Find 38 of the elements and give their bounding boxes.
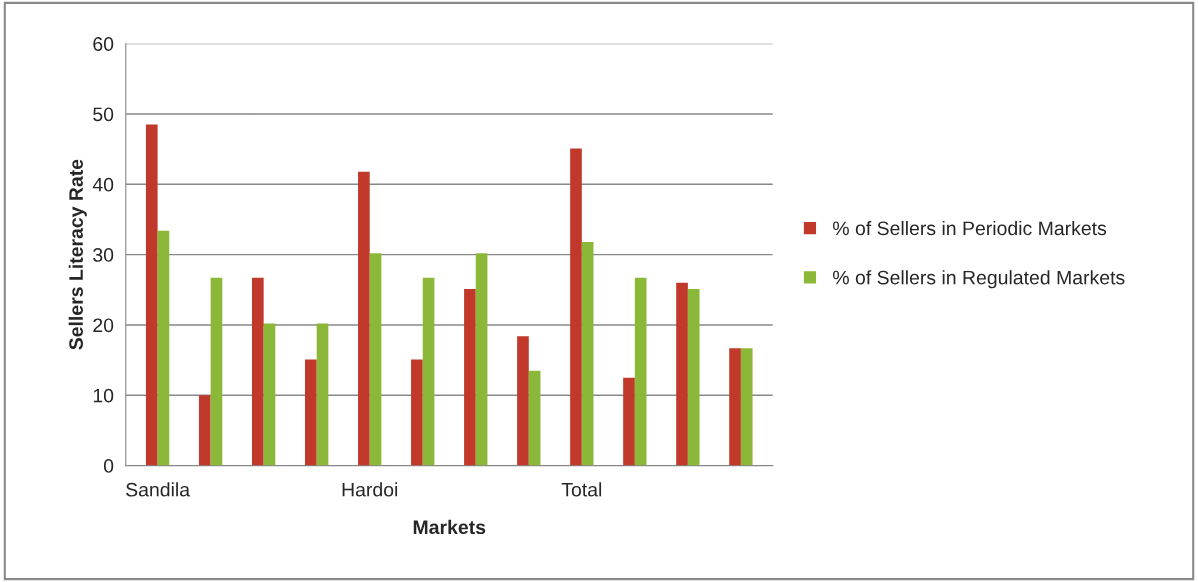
x-axis-title: Markets: [413, 519, 486, 535]
bar: [422, 277, 435, 466]
y-tick-label: 0: [103, 459, 114, 473]
bar: [198, 395, 211, 466]
bar: [581, 241, 594, 466]
bar: [411, 359, 423, 466]
bar: [623, 377, 635, 466]
bar: [729, 348, 741, 466]
bar: [369, 253, 382, 466]
bar: [464, 289, 476, 466]
bar: [316, 323, 329, 466]
bar: [157, 230, 170, 466]
y-tick-label: 30: [93, 248, 114, 262]
bar: [687, 289, 700, 466]
bar: [145, 124, 158, 466]
bar: [634, 277, 647, 466]
bar: [570, 148, 582, 466]
y-tick-label: 60: [93, 37, 114, 51]
bar: [210, 277, 223, 466]
bar: [517, 336, 529, 466]
y-tick-label: 40: [92, 177, 114, 192]
x-tick-label: Sandila: [126, 482, 191, 497]
y-tick-label: 50: [93, 107, 114, 122]
y-tick-label: 20: [93, 318, 114, 333]
bar: [251, 277, 264, 466]
bar: [305, 359, 317, 466]
bar: [358, 171, 370, 466]
bar: [475, 253, 488, 466]
bar: [740, 348, 753, 466]
y-tick-label: 10: [93, 388, 114, 403]
legend-label: % of Sellers in Periodic Markets: [833, 220, 1107, 236]
y-axis-title: Sellers Literacy Rate: [68, 159, 87, 350]
legend-label: % of Sellers in Regulated Markets: [833, 270, 1125, 289]
x-tick-label: Total: [561, 482, 602, 497]
bar: [263, 323, 276, 466]
x-tick-label: Hardoi: [342, 482, 398, 497]
bar: [528, 370, 541, 466]
bar: [676, 282, 688, 466]
